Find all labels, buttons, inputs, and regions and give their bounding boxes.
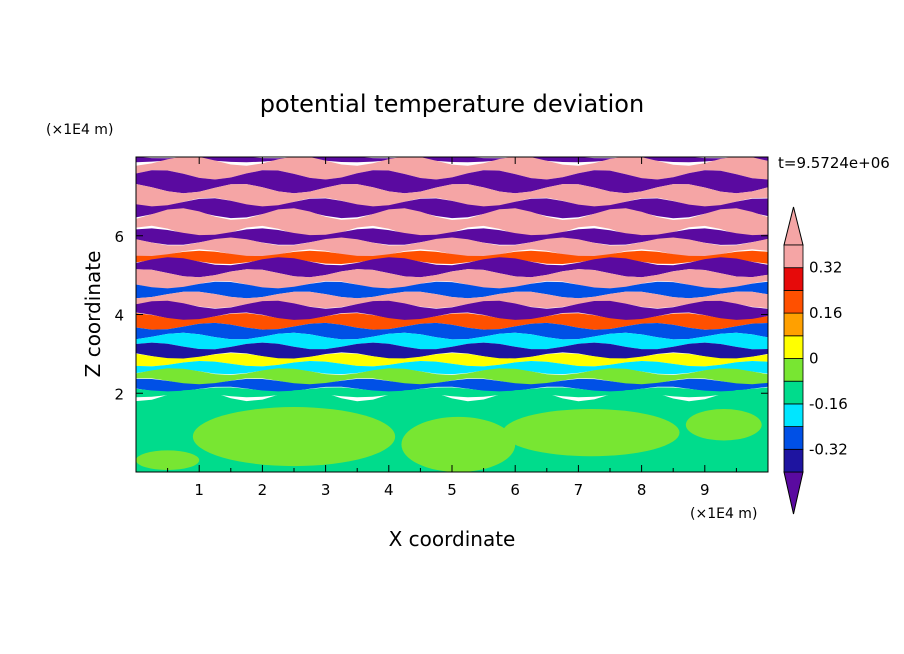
colorbar-tick-label: 0 (809, 350, 819, 368)
y-axis: 2 4 6 (114, 228, 768, 403)
colorbar-segment (783, 358, 804, 382)
field-band (136, 269, 768, 290)
x-tick-label: 3 (321, 481, 331, 499)
field-band (136, 237, 768, 258)
y-unit-label: (×1E4 m) (46, 122, 113, 138)
y-axis-label: Z coordinate (81, 251, 105, 378)
colorbar-tick-label: 0.16 (809, 304, 842, 322)
field-band (136, 184, 768, 208)
x-axis-label: X coordinate (389, 527, 516, 551)
x-tick-label: 8 (637, 481, 647, 499)
field-band (136, 257, 768, 278)
x-unit-label: (×1E4 m) (690, 506, 757, 522)
x-tick-label: 1 (194, 481, 204, 499)
field-band (136, 378, 768, 393)
chart-title: potential temperature deviation (260, 90, 644, 118)
field-band (136, 313, 768, 330)
field-region (192, 407, 396, 467)
colorbar-segment (783, 244, 804, 269)
colorbar-tick-label: -0.16 (809, 395, 848, 413)
x-tick-label: 7 (574, 481, 584, 499)
colorbar-segment (783, 267, 804, 291)
field-band (136, 332, 768, 350)
x-tick-label: 6 (510, 481, 520, 499)
field-band (136, 322, 768, 340)
colorbar-extend-min (783, 471, 804, 515)
field-band (136, 353, 768, 367)
x-tick-label: 2 (258, 481, 268, 499)
field-band (136, 300, 768, 321)
field-band (136, 228, 768, 245)
x-tick-label: 5 (447, 481, 457, 499)
y-tick-label: 4 (114, 307, 124, 325)
colorbar-segment (783, 312, 804, 337)
field-band (136, 291, 768, 309)
field-region (502, 409, 680, 457)
colorbar-tick-label: -0.32 (809, 440, 848, 458)
field-band (136, 361, 768, 375)
x-tick-label: 4 (384, 481, 394, 499)
colorbar-tick-label: 0.32 (809, 259, 842, 277)
colorbar-segment (783, 426, 804, 450)
time-label: t=9.5724e+06 (778, 154, 890, 172)
field-band (136, 170, 768, 194)
field-band (136, 208, 768, 238)
colorbar-segment (783, 289, 804, 314)
colorbar-segment (783, 335, 804, 359)
colorbar-segment (783, 380, 804, 405)
colorbar-segment (783, 448, 804, 473)
colorbar-extend-max (783, 206, 804, 246)
plot-area (136, 157, 768, 472)
colorbar-segment (783, 403, 804, 427)
field-region (136, 450, 200, 471)
x-axis: 1 2 3 4 5 6 7 8 9 (167, 157, 737, 499)
field-band (136, 281, 768, 299)
field-band (136, 250, 768, 264)
colorbar: 0.32 0.16 0 -0.16 -0.32 (783, 206, 848, 515)
y-tick-label: 2 (114, 385, 124, 403)
x-tick-label: 9 (700, 481, 710, 499)
field-band (136, 368, 768, 385)
field-band (136, 157, 768, 180)
field-band (136, 198, 768, 219)
field-region (401, 416, 516, 472)
y-tick-label: 6 (114, 228, 124, 246)
field-band (136, 342, 768, 360)
field-region (685, 409, 762, 441)
field-band (136, 387, 768, 398)
